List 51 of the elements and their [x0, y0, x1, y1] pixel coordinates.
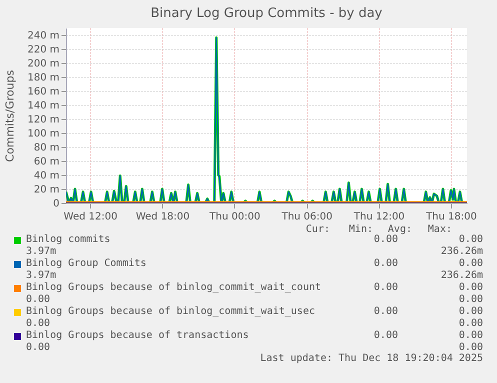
x-tick-label: Thu 18:00	[425, 212, 477, 222]
text: 0.00	[26, 294, 50, 306]
y-axis-title: Commits/Groups	[3, 70, 16, 162]
text: 0.00	[26, 318, 50, 330]
text: 0.00	[458, 294, 483, 306]
text: 0.00	[374, 234, 398, 246]
text: 236.26m	[440, 246, 483, 258]
legend-label: Binlog Groups because of transactions	[26, 330, 249, 342]
y-tick-label: 40 m	[34, 170, 60, 182]
text: 0.00	[374, 258, 398, 270]
y-tick-label: 240 m	[27, 30, 60, 42]
text: 0.00	[374, 306, 398, 318]
x-tick-label: Wed 12:00	[64, 212, 118, 222]
text: Min:	[348, 224, 373, 236]
legend-label: Binlog Groups because of binlog_commit_wait_count	[26, 282, 322, 294]
text: Max:	[428, 224, 452, 236]
text: 0.00	[374, 330, 398, 342]
text: Avg:	[388, 224, 412, 235]
y-tick-label: 160 m	[27, 86, 60, 98]
text: 0.00	[374, 282, 398, 294]
legend-label: Binlog Groups because of binlog_commit_wait_usec	[26, 306, 315, 318]
y-tick-label: 220 m	[27, 44, 60, 56]
y-tick-label: 20 m	[34, 184, 60, 196]
x-tick-label: Thu 06:00	[280, 212, 332, 222]
text: 0.00	[458, 234, 483, 246]
text: 0.00	[458, 342, 483, 354]
text: 0.00	[458, 318, 483, 330]
y-tick-label: 80 m	[34, 142, 60, 154]
y-tick-label: 180 m	[27, 72, 60, 84]
y-tick-label: 140 m	[27, 100, 60, 112]
y-tick-label: 200 m	[27, 58, 60, 70]
text: Cur:	[306, 224, 330, 236]
x-tick-label: Wed 18:00	[136, 212, 190, 222]
legend-label: Binlog Group Commits	[26, 258, 146, 270]
text: 0.00	[458, 330, 483, 342]
text: 0.00	[458, 258, 483, 270]
text: 3.97m	[26, 270, 56, 282]
text: 0.00	[458, 306, 483, 318]
text: Last update: Thu Dec 18 19:20:04 2025	[260, 353, 483, 365]
x-tick-label: Thu 00:00	[208, 212, 260, 222]
x-tick-label: Thu 12:00	[352, 212, 405, 222]
text: 0.00	[458, 282, 483, 294]
y-tick-label: 60 m	[34, 156, 60, 168]
y-tick-label: 0	[53, 198, 60, 210]
y-tick-label: 120 m	[27, 114, 60, 126]
text: 0.00	[26, 342, 50, 354]
text: 236.26m	[440, 270, 483, 282]
chart-title: Binary Log Group Commits - by day	[150, 6, 383, 21]
legend-label: Binlog commits	[26, 234, 110, 246]
y-tick-label: 100 m	[27, 128, 60, 140]
text: 3.97m	[26, 246, 56, 258]
